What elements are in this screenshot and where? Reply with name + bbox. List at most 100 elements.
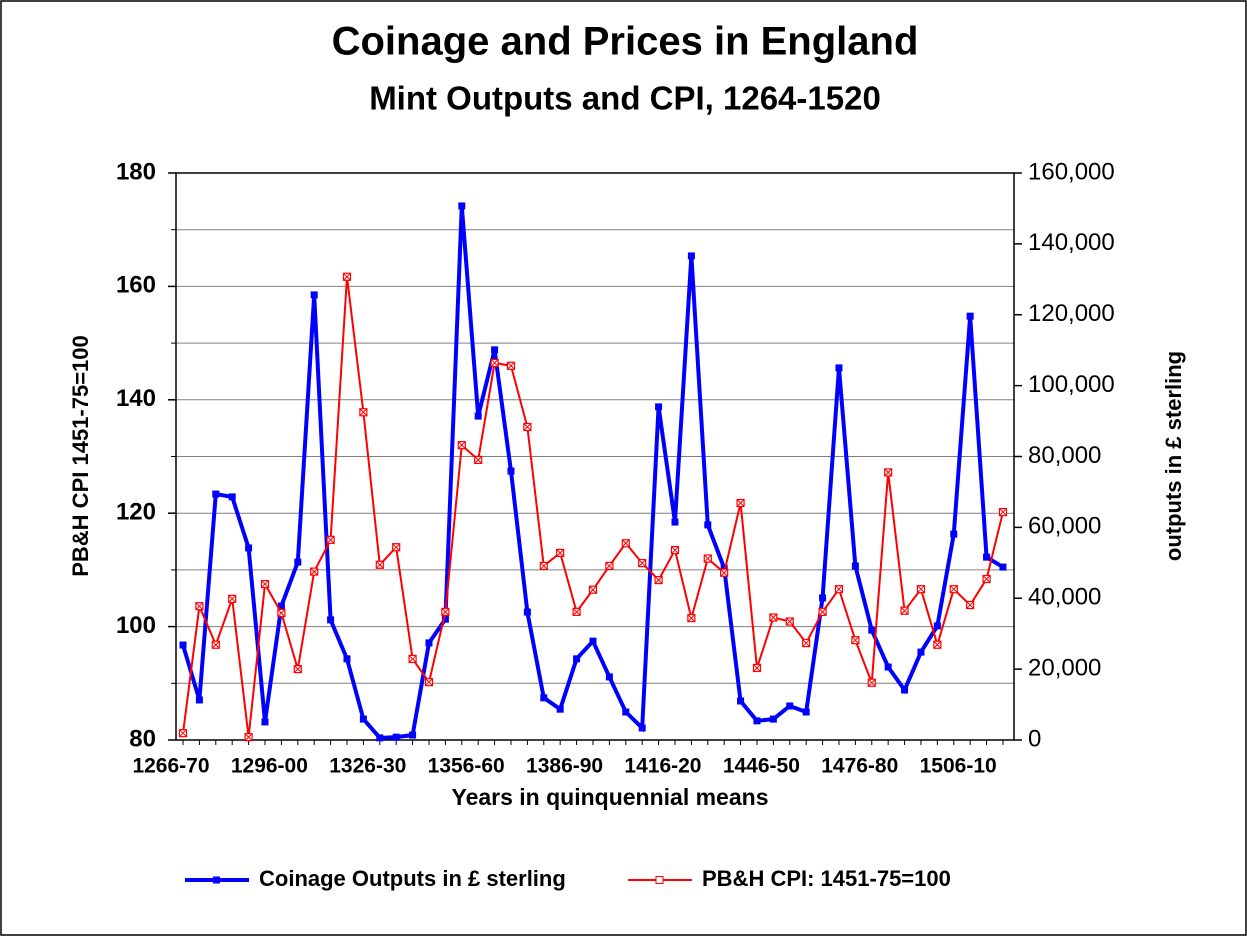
point bbox=[703, 554, 712, 563]
point-cross bbox=[901, 607, 908, 615]
point bbox=[704, 521, 712, 529]
point bbox=[277, 608, 286, 618]
x-tick-label: 1356-60 bbox=[428, 755, 505, 778]
point bbox=[211, 640, 220, 649]
point-cross bbox=[507, 362, 515, 370]
x-tick-label: 1326-30 bbox=[329, 755, 406, 778]
point bbox=[605, 561, 614, 571]
point bbox=[556, 705, 564, 713]
y2-tick-label: 60,000 bbox=[1028, 513, 1101, 540]
point bbox=[752, 663, 762, 673]
point bbox=[949, 585, 958, 594]
point-cross bbox=[819, 608, 826, 616]
point-cross bbox=[409, 655, 416, 663]
point bbox=[999, 563, 1007, 571]
point bbox=[769, 715, 777, 723]
point bbox=[294, 558, 302, 566]
point bbox=[392, 543, 401, 552]
point bbox=[638, 558, 647, 568]
point bbox=[506, 361, 516, 370]
point bbox=[244, 733, 253, 742]
point-cross bbox=[737, 499, 744, 507]
y-tick-label: 100 bbox=[116, 612, 156, 639]
point bbox=[441, 607, 450, 616]
point bbox=[834, 585, 844, 594]
x-tick-label: 1296-00 bbox=[231, 755, 308, 778]
point-cross bbox=[999, 508, 1007, 516]
point-cross bbox=[589, 586, 597, 594]
y2-tick-label: 140,000 bbox=[1028, 229, 1115, 256]
point bbox=[327, 616, 335, 624]
point-cross bbox=[228, 595, 236, 603]
point bbox=[654, 576, 663, 585]
point-cross bbox=[425, 678, 433, 686]
point bbox=[868, 626, 876, 634]
point bbox=[638, 724, 646, 732]
point bbox=[523, 608, 531, 616]
point-cross bbox=[474, 456, 482, 464]
point bbox=[982, 574, 991, 584]
point bbox=[540, 694, 548, 702]
point-cross bbox=[884, 469, 892, 476]
point bbox=[457, 441, 466, 450]
point bbox=[622, 708, 630, 716]
point bbox=[293, 665, 302, 674]
point bbox=[819, 594, 827, 602]
point-cross bbox=[458, 441, 466, 449]
point bbox=[998, 507, 1008, 517]
y2-tick-label: 120,000 bbox=[1028, 300, 1115, 327]
y-tick-label: 80 bbox=[129, 725, 156, 752]
point-cross bbox=[573, 608, 580, 616]
point bbox=[753, 717, 761, 725]
point bbox=[392, 733, 400, 741]
point-cross bbox=[540, 562, 548, 570]
point bbox=[326, 535, 335, 544]
x-tick-label: 1476-80 bbox=[821, 755, 898, 778]
point-cross bbox=[835, 585, 843, 593]
point-cross bbox=[802, 639, 810, 647]
point-cross bbox=[622, 539, 630, 547]
point bbox=[933, 622, 941, 630]
point-cross bbox=[343, 273, 351, 281]
point bbox=[572, 607, 581, 616]
point-cross bbox=[704, 555, 712, 562]
y-tick-label: 160 bbox=[116, 272, 156, 299]
point bbox=[917, 648, 925, 656]
point bbox=[409, 731, 417, 739]
point bbox=[720, 568, 729, 577]
point bbox=[802, 638, 811, 648]
legend-marker bbox=[213, 876, 220, 884]
point-cross bbox=[868, 679, 876, 687]
point bbox=[260, 579, 270, 589]
point bbox=[573, 655, 581, 663]
y2-tick-label: 0 bbox=[1028, 725, 1041, 752]
point bbox=[195, 602, 204, 611]
point bbox=[884, 468, 893, 477]
legend-label: PB&H CPI: 1451-75=100 bbox=[702, 866, 951, 891]
point-cross bbox=[655, 576, 662, 584]
point-cross bbox=[917, 585, 925, 593]
point bbox=[491, 346, 499, 354]
point bbox=[835, 364, 843, 372]
point bbox=[950, 530, 958, 538]
point-cross bbox=[852, 636, 859, 644]
x-tick-label: 1506-10 bbox=[920, 755, 997, 778]
y2-tick-label: 100,000 bbox=[1028, 371, 1115, 398]
point-cross bbox=[966, 601, 974, 609]
point bbox=[983, 553, 991, 561]
point-cross bbox=[310, 568, 318, 575]
point bbox=[589, 637, 597, 645]
point bbox=[769, 613, 778, 622]
point-cross bbox=[671, 546, 679, 554]
y-tick-label: 120 bbox=[116, 499, 156, 526]
point bbox=[802, 708, 810, 716]
x-axis-title: Years in quinquennial means bbox=[452, 784, 769, 810]
point bbox=[425, 639, 433, 647]
point-cross bbox=[786, 618, 794, 625]
point-cross bbox=[491, 359, 498, 367]
point bbox=[720, 564, 728, 572]
point bbox=[785, 617, 794, 626]
x-tick-label: 1446-50 bbox=[723, 755, 800, 778]
